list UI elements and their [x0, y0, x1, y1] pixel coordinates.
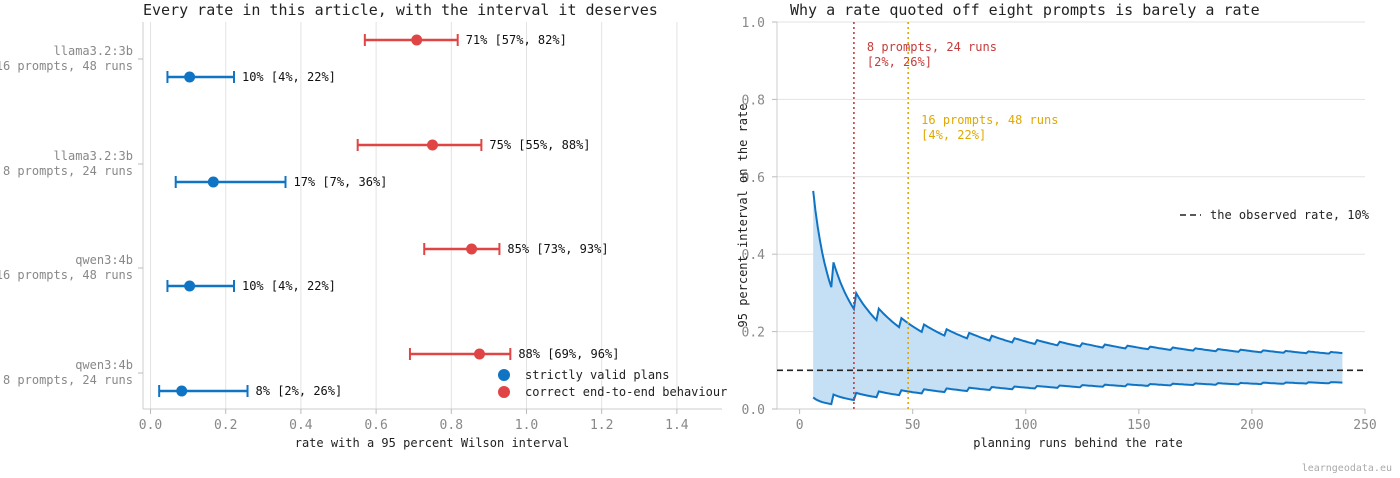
right-x-axis-label: planning runs behind the rate	[973, 436, 1183, 450]
x-tick-label: 100	[1014, 418, 1037, 433]
left-chart-title: Every rate in this article, with the int…	[143, 1, 658, 19]
category-setup-label: 8 prompts, 24 runs	[3, 373, 133, 387]
legend-label: strictly valid plans	[525, 368, 670, 382]
data-label: 17% [7%, 36%]	[293, 175, 387, 189]
y-tick-label: 1.0	[742, 16, 765, 31]
rate-point	[466, 243, 478, 255]
x-tick-label: 0	[796, 418, 804, 433]
rate-point	[176, 385, 188, 397]
x-tick-label: 250	[1353, 418, 1376, 433]
marker-annotation-line1: 8 prompts, 24 runs	[867, 40, 997, 54]
x-tick-label: 0.4	[289, 418, 313, 433]
y-tick-label: 0.0	[742, 403, 765, 418]
category-model-label: llama3.2:3b	[54, 149, 133, 163]
data-label: 71% [57%, 82%]	[466, 33, 567, 47]
right-chart: 0.0 0.2 0.4 0.6 0.8 1.0 0 50 100 150 200 250 Why a r…	[736, 1, 1377, 450]
category-model-label: qwen3:4b	[75, 253, 133, 267]
data-label: 10% [4%, 22%]	[242, 279, 336, 293]
right-y-axis-label: 95 percent interval on the rate	[736, 104, 750, 328]
legend-marker	[498, 386, 510, 398]
upper-bound-line	[812, 190, 1343, 355]
x-tick-label: 50	[905, 418, 921, 433]
right-chart-title: Why a rate quoted off eight prompts is b…	[790, 1, 1260, 19]
data-label: 75% [55%, 88%]	[489, 138, 590, 152]
left-x-axis-label: rate with a 95 percent Wilson interval	[295, 436, 570, 450]
x-tick-label: 1.0	[515, 418, 538, 433]
x-tick-label: 150	[1127, 418, 1150, 433]
y-tick-label: 0.4	[742, 248, 766, 263]
y-tick-label: 0.2	[742, 326, 765, 341]
rate-point	[411, 34, 423, 46]
y-tick-label: 0.6	[742, 171, 765, 186]
interval-band	[813, 190, 1343, 405]
marker-annotation-line2: [2%, 26%]	[867, 55, 932, 69]
data-label: 85% [73%, 93%]	[507, 242, 608, 256]
category-setup-label: 8 prompts, 24 runs	[3, 164, 133, 178]
x-tick-label: 0.2	[214, 418, 237, 433]
data-label: 8% [2%, 26%]	[256, 384, 343, 398]
category-setup-label: 16 prompts, 48 runs	[0, 268, 133, 282]
data-label: 10% [4%, 22%]	[242, 70, 336, 84]
marker-annotation-line1: 16 prompts, 48 runs	[921, 113, 1058, 127]
category-model-label: qwen3:4b	[75, 358, 133, 372]
credit-text: learngeodata.eu	[1302, 463, 1392, 474]
legend-label: correct end-to-end behaviour	[525, 385, 727, 399]
x-tick-label: 0.8	[440, 418, 463, 433]
marker-annotation-line2: [4%, 22%]	[921, 128, 986, 142]
x-tick-label: 0.0	[139, 418, 162, 433]
rate-point	[427, 139, 438, 151]
rate-point	[473, 348, 485, 360]
lower-bound-line	[812, 381, 1343, 406]
data-label: 88% [69%, 96%]	[518, 347, 619, 361]
x-tick-label: 1.4	[665, 418, 689, 433]
x-tick-label: 1.2	[590, 418, 613, 433]
rate-point	[184, 280, 196, 292]
legend-marker	[498, 369, 510, 381]
x-tick-label: 0.6	[364, 418, 387, 433]
legend-label: the observed rate, 10%	[1210, 208, 1370, 222]
rate-point	[207, 176, 219, 188]
category-model-label: llama3.2:3b	[54, 44, 133, 58]
rate-point	[184, 71, 196, 83]
x-tick-label: 200	[1240, 418, 1263, 433]
y-tick-label: 0.8	[742, 93, 765, 108]
left-chart: 0.0 0.2 0.4 0.6 0.8 1.0 1.2 1.4 Every rate in th…	[0, 1, 727, 450]
category-setup-label: 16 prompts, 48 runs	[0, 59, 133, 73]
